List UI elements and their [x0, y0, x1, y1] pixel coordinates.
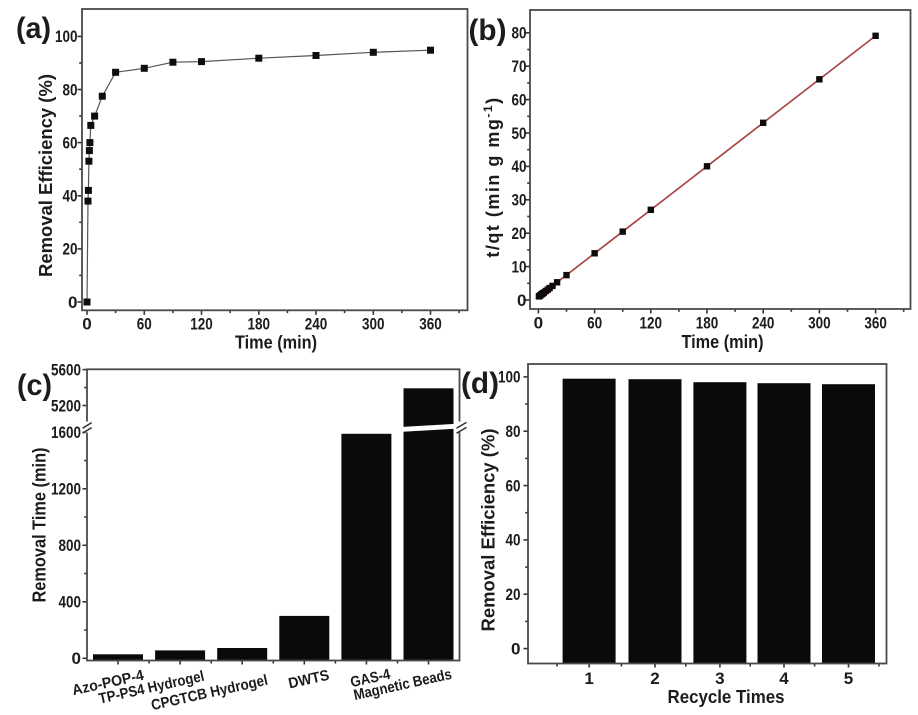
- svg-text:20: 20: [512, 224, 527, 243]
- svg-text:60: 60: [512, 90, 527, 109]
- svg-text:Time (min): Time (min): [235, 333, 317, 353]
- svg-text:60: 60: [506, 476, 521, 495]
- svg-text:20: 20: [506, 585, 521, 604]
- svg-text:360: 360: [864, 314, 887, 333]
- svg-text:5: 5: [844, 669, 853, 688]
- svg-text:400: 400: [59, 593, 82, 612]
- svg-text:60: 60: [137, 315, 152, 334]
- svg-text:800: 800: [59, 536, 82, 555]
- svg-text:0: 0: [72, 649, 81, 668]
- svg-text:40: 40: [512, 157, 527, 176]
- svg-text:0: 0: [511, 639, 520, 658]
- svg-text:20: 20: [63, 240, 78, 259]
- svg-text:4: 4: [779, 669, 789, 688]
- svg-text:80: 80: [512, 24, 527, 43]
- svg-text:80: 80: [506, 422, 521, 441]
- svg-text:240: 240: [752, 314, 775, 333]
- svg-text:60: 60: [587, 314, 602, 333]
- svg-text:40: 40: [63, 187, 78, 206]
- svg-text:5200: 5200: [51, 396, 81, 415]
- svg-text:120: 120: [640, 314, 663, 333]
- svg-text:120: 120: [190, 315, 213, 334]
- svg-text:180: 180: [696, 314, 719, 333]
- svg-text:300: 300: [362, 315, 385, 334]
- svg-text:(c): (c): [17, 369, 52, 402]
- svg-text:240: 240: [305, 315, 328, 334]
- svg-text:100: 100: [55, 27, 78, 46]
- svg-text:100: 100: [498, 368, 521, 387]
- svg-text:Removal Time (min): Removal Time (min): [30, 448, 50, 603]
- svg-text:Recycle Times: Recycle Times: [668, 687, 785, 707]
- svg-text:10: 10: [512, 257, 527, 276]
- svg-text:Removal Efficiency (%): Removal Efficiency (%): [36, 74, 56, 277]
- svg-text:300: 300: [808, 314, 831, 333]
- svg-text:180: 180: [248, 315, 271, 334]
- svg-text:40: 40: [506, 531, 521, 550]
- svg-text:50: 50: [512, 124, 527, 143]
- svg-text:Removal Efficiency (%): Removal Efficiency (%): [479, 428, 499, 631]
- svg-text:(b): (b): [469, 14, 507, 47]
- svg-text:0: 0: [68, 293, 77, 312]
- svg-text:80: 80: [63, 80, 78, 99]
- svg-text:0: 0: [534, 314, 543, 333]
- svg-text:Time (min): Time (min): [682, 332, 764, 352]
- svg-text:t/qt (min g mg-1): t/qt (min g mg-1): [481, 96, 503, 257]
- svg-text:70: 70: [512, 57, 527, 76]
- svg-text:1: 1: [584, 669, 593, 688]
- svg-text:360: 360: [419, 315, 442, 334]
- svg-text:5600: 5600: [51, 360, 81, 379]
- svg-text:2: 2: [650, 669, 659, 688]
- svg-text:1200: 1200: [51, 480, 81, 499]
- svg-text:0: 0: [517, 291, 526, 310]
- svg-text:3: 3: [715, 669, 724, 688]
- svg-text:0: 0: [82, 315, 91, 334]
- svg-text:(d): (d): [461, 367, 499, 400]
- svg-text:30: 30: [512, 191, 527, 210]
- svg-text:(a): (a): [16, 12, 51, 45]
- svg-text:1600: 1600: [51, 423, 81, 442]
- svg-text:60: 60: [63, 133, 78, 152]
